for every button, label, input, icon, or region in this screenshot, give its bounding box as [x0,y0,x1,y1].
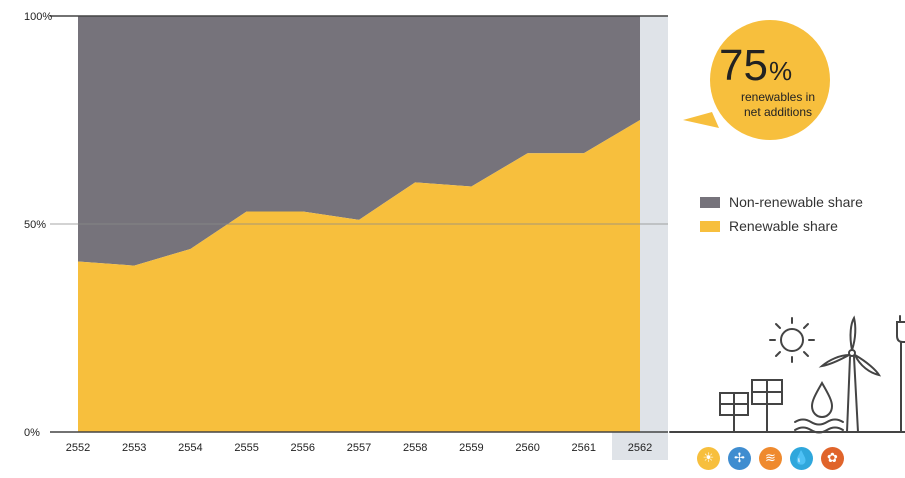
geothermal-icon: ≋ [759,447,782,470]
x-tick-label: 2560 [515,442,539,454]
water-drop-drawing [794,381,844,434]
y-tick-label: 0% [24,427,40,439]
x-tick-label: 2552 [66,442,90,454]
area-renewable-share [78,120,640,432]
legend-item-non-renewable: Non-renewable share [700,190,863,214]
area-non-renewable-share [78,16,640,266]
x-tick-label: 2561 [572,442,596,454]
sun-drawing [769,317,815,363]
solar-panel-drawing [719,379,783,433]
x-tick-label: 2557 [347,442,371,454]
legend-swatch-non-renewable [700,196,720,208]
callout-unit: % [769,56,792,86]
chart-legend: Non-renewable share Renewable share [700,190,863,238]
legend-label-renewable: Renewable share [729,218,838,234]
callout-bubble [710,20,830,140]
renewable-energy-illustration [669,315,905,434]
callout-value: 75 [719,41,768,90]
callout-line-2: net additions [744,105,812,119]
wind-icon-glyph: ✢ [734,451,745,466]
wind-icon: ✢ [728,447,751,470]
solar-icon: ☀ [697,447,720,470]
legend-label-non-renewable: Non-renewable share [729,194,863,210]
x-tick-label: 2559 [459,442,483,454]
x-tick-label: 2556 [291,442,315,454]
wind-turbine-drawing [818,315,882,433]
x-tick-label: 2553 [122,442,146,454]
hydro-icon-glyph: 💧 [793,451,810,466]
geothermal-icon-glyph: ≋ [765,451,776,466]
biomass-icon-glyph: ✿ [827,451,838,466]
y-tick-label: 100% [24,11,52,23]
x-tick-label: 2558 [403,442,427,454]
solar-icon-glyph: ☀ [702,451,715,466]
power-plug-drawing [896,315,905,433]
legend-swatch-renewable [700,220,720,232]
biomass-icon: ✿ [821,447,844,470]
callout-pointer [683,112,719,128]
callout-line-1: renewables in [741,90,815,104]
x-tick-label: 2562 [628,442,652,454]
x-tick-label: 2554 [178,442,202,454]
hydro-icon: 💧 [790,447,813,470]
x-tick-label: 2555 [234,442,258,454]
y-tick-label: 50% [24,219,46,231]
legend-item-renewable: Renewable share [700,214,863,238]
renewables-callout: 75 % renewables in net additions [683,20,830,140]
